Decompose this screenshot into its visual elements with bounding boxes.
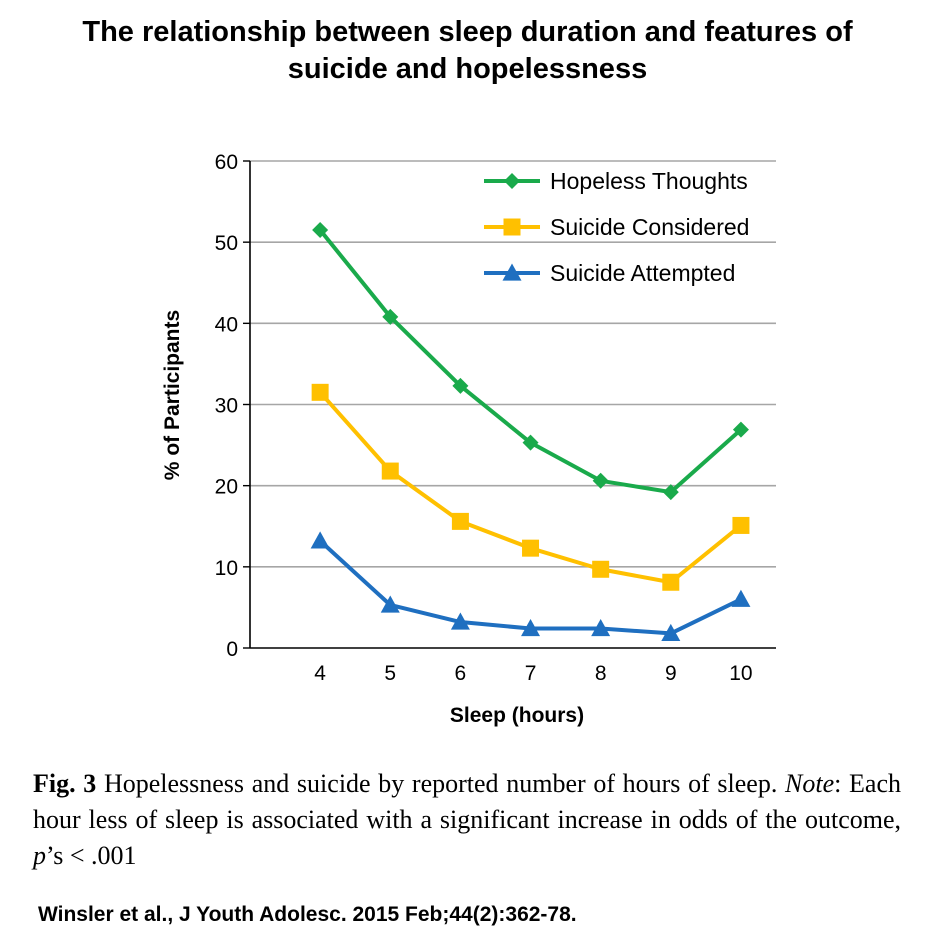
- data-point: [522, 539, 540, 557]
- y-tick-label: 40: [215, 313, 238, 336]
- series-hopeless-thoughts: [312, 221, 749, 501]
- figure-caption: Fig. 3 Hopelessness and suicide by repor…: [33, 766, 901, 874]
- x-tick-label: 8: [595, 662, 607, 685]
- x-tick-label: 4: [314, 662, 326, 685]
- data-point: [452, 377, 469, 394]
- data-point: [592, 472, 609, 489]
- y-tick-label: 30: [215, 395, 238, 418]
- data-point: [731, 589, 751, 607]
- data-point: [311, 383, 329, 401]
- data-point: [592, 560, 610, 578]
- page-title: The relationship between sleep duration …: [0, 14, 935, 88]
- x-axis-label: Sleep (hours): [450, 704, 584, 727]
- data-point: [380, 595, 400, 613]
- data-point: [732, 421, 749, 438]
- data-point: [310, 531, 330, 549]
- data-point: [662, 484, 679, 501]
- note-label: Note: [785, 769, 835, 798]
- caption-text-3: ’s < .001: [46, 841, 137, 870]
- y-tick-label: 10: [215, 557, 238, 580]
- y-tick-label: 20: [215, 476, 238, 499]
- data-point: [382, 308, 399, 325]
- legend-entry: Suicide Attempted: [484, 260, 735, 286]
- data-point: [662, 573, 680, 591]
- data-point: [732, 516, 750, 534]
- data-point: [450, 612, 470, 630]
- data-point: [591, 619, 611, 637]
- y-axis-label: % of Participants: [161, 310, 184, 480]
- data-point: [312, 221, 329, 238]
- data-point: [661, 623, 681, 641]
- legend-entry: Hopeless Thoughts: [484, 168, 748, 194]
- gridlines: [250, 160, 776, 568]
- legend-label: Hopeless Thoughts: [550, 168, 748, 194]
- legend-marker: [503, 218, 521, 236]
- citation: Winsler et al., J Youth Adolesc. 2015 Fe…: [38, 903, 577, 926]
- legend-label: Suicide Considered: [550, 214, 749, 240]
- x-tick-label: 6: [455, 662, 467, 685]
- x-tick-label: 7: [525, 662, 537, 685]
- x-tick-label: 9: [665, 662, 677, 685]
- legend-marker: [502, 263, 522, 281]
- series-suicide-attempted: [310, 531, 751, 641]
- caption-text-1: Hopelessness and suicide by reported num…: [96, 769, 786, 798]
- legend: Hopeless Thoughts Suicide Considered Suici…: [484, 168, 749, 286]
- y-tick-label: 50: [215, 232, 238, 255]
- page-title-line-1: The relationship between sleep duration …: [82, 16, 853, 48]
- caption-text-2: : Each hour less of sleep is associated …: [33, 769, 901, 834]
- figure-label: Fig. 3: [33, 769, 97, 798]
- legend-marker: [504, 173, 520, 189]
- legend-label: Suicide Attempted: [550, 260, 735, 286]
- series: [310, 221, 751, 641]
- axes: 0 10 20 30 40 50 60 4 5 6 7 8 9 10: [215, 151, 776, 685]
- legend-entry: Suicide Considered: [484, 214, 749, 240]
- p-symbol: p: [33, 841, 46, 870]
- y-tick-label: 0: [226, 638, 238, 661]
- series-suicide-considered: [311, 383, 750, 591]
- y-tick-label: 60: [215, 151, 238, 174]
- data-point: [521, 619, 541, 637]
- data-point: [451, 512, 469, 530]
- data-point: [381, 462, 399, 480]
- page-title-line-2: suicide and hopelessness: [287, 53, 648, 85]
- x-tick-label: 5: [384, 662, 396, 685]
- x-tick-label: 10: [729, 662, 752, 685]
- data-point: [522, 434, 539, 451]
